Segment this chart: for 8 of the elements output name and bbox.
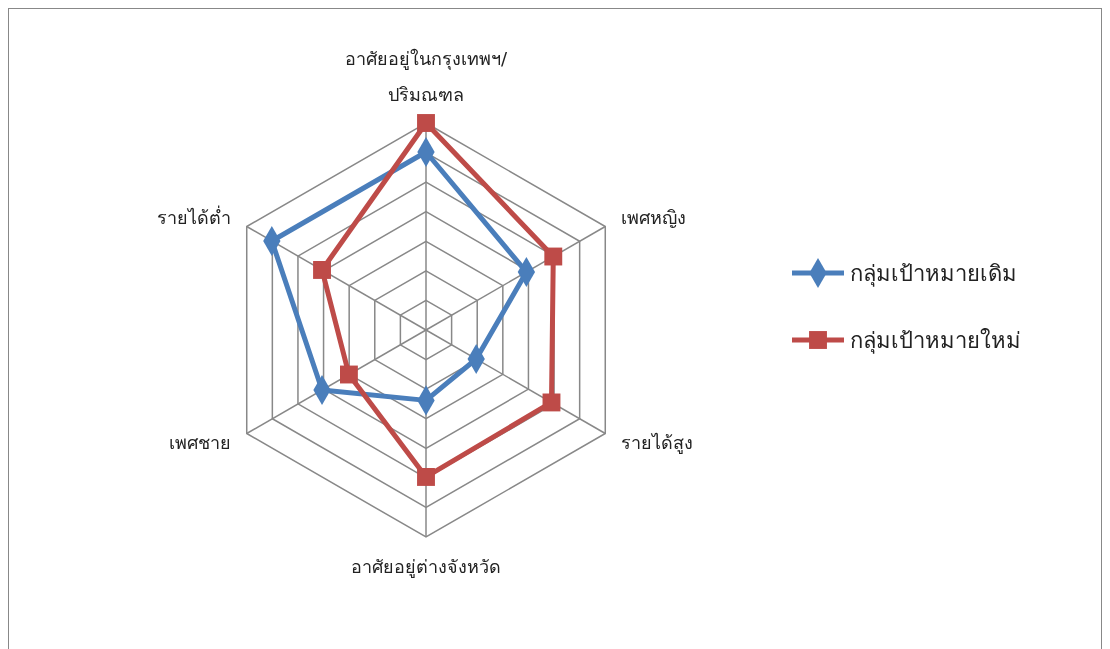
spoke-label: เพศชาย bbox=[169, 431, 232, 453]
spoke-label: รายได้สูง bbox=[620, 431, 693, 454]
spoke-label: อาศัยอยู่ต่างจังหวัด bbox=[351, 556, 501, 578]
spoke-label: รายได้ต่ำ bbox=[157, 204, 232, 228]
spoke-label: อาศัยอยู่ในกรุงเทพฯ/ปริมณฑล bbox=[344, 48, 508, 105]
legend-label: กลุ่มเป้าหมายเดิม bbox=[850, 261, 1017, 287]
spoke-label: เพศหญิง bbox=[620, 206, 686, 228]
legend-label: กลุ่มเป้าหมายใหม่ bbox=[850, 328, 1021, 354]
